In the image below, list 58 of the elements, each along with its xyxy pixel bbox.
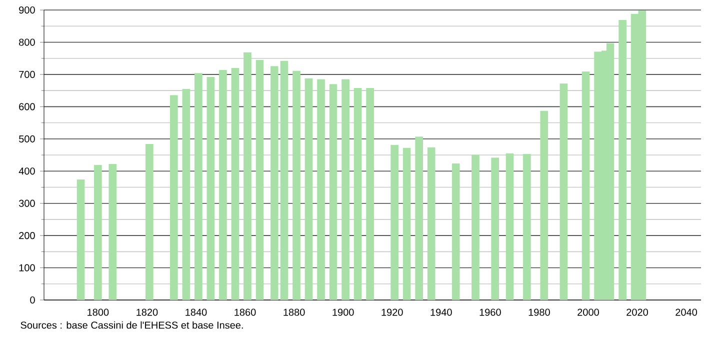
x-tick-label: 1960 <box>480 308 501 316</box>
bar <box>523 154 531 300</box>
y-tick-label: 700 <box>19 70 35 78</box>
bar <box>108 164 117 300</box>
x-tick-label: 1840 <box>186 308 207 316</box>
x-tick-label: 2020 <box>626 308 648 316</box>
bar <box>182 88 190 300</box>
x-tick-label: 1920 <box>382 308 403 316</box>
x-tick-label: 2040 <box>676 308 698 316</box>
bar <box>256 60 264 300</box>
y-tick-label: 0 <box>30 296 35 304</box>
bar <box>145 144 154 300</box>
x-tick-label: 1860 <box>234 308 256 316</box>
y-tick-label: 800 <box>19 38 35 46</box>
bar <box>582 72 590 300</box>
bar <box>354 88 362 300</box>
bar <box>506 153 514 300</box>
bar <box>194 73 202 300</box>
x-tick-label: 1800 <box>88 308 109 316</box>
bar <box>618 20 626 300</box>
bar <box>292 70 300 300</box>
x-tick-label: 1940 <box>430 308 452 316</box>
bar <box>390 145 398 300</box>
x-tick-label: 1900 <box>332 308 354 316</box>
bar <box>366 88 374 300</box>
bar <box>231 68 240 300</box>
bar <box>244 52 252 300</box>
bar <box>329 84 338 300</box>
bar <box>270 66 278 300</box>
x-tick-label: 1880 <box>284 308 305 316</box>
bar <box>560 83 568 300</box>
bar <box>219 70 227 300</box>
y-tick-label: 300 <box>18 200 35 207</box>
bar <box>280 60 288 300</box>
bar <box>76 179 85 300</box>
bar <box>317 79 325 300</box>
y-tick-label: 400 <box>18 168 35 175</box>
x-tick-label: 1980 <box>528 308 550 316</box>
x-tick-label: 2000 <box>578 308 599 316</box>
bar <box>491 158 500 300</box>
y-tick-label: 600 <box>19 103 35 110</box>
y-tick-label: 100 <box>19 264 35 272</box>
bar <box>415 136 424 300</box>
bar <box>342 79 350 300</box>
bar <box>402 148 411 300</box>
source-note: Sources : base Cassini de l'EHESS et base Insee. <box>20 321 243 329</box>
y-tick-label: 500 <box>19 135 35 142</box>
bar <box>94 164 102 300</box>
bar <box>452 163 460 300</box>
bar <box>427 147 436 300</box>
bar <box>304 78 313 300</box>
bar <box>472 155 480 300</box>
bar <box>170 95 178 300</box>
x-tick-label: 1820 <box>136 308 158 316</box>
y-tick-label: 900 <box>19 6 35 14</box>
y-tick-label: 200 <box>19 232 35 240</box>
bar <box>206 77 215 300</box>
bar <box>540 110 548 300</box>
